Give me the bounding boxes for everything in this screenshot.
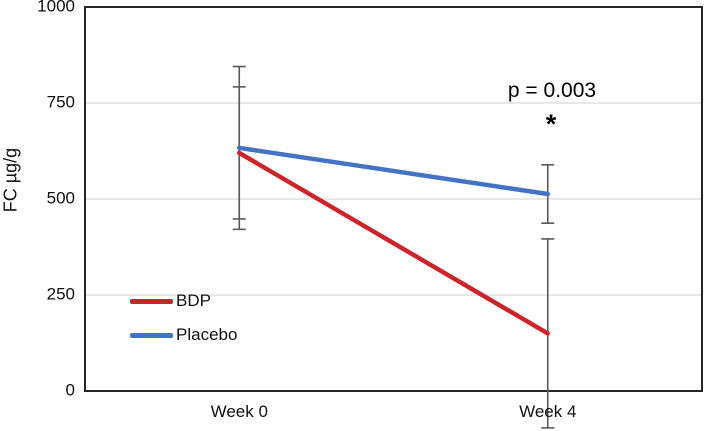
x-tick-label: Week 0 (210, 402, 268, 421)
legend-label-bdp: BDP (176, 291, 211, 310)
legend-swatch-bdp (130, 298, 173, 304)
series-line-placebo (237, 145, 550, 197)
gridlines (85, 102, 702, 296)
plot-border (84, 6, 703, 392)
legend-entry-placebo: Placebo (130, 325, 237, 345)
p-value-annotation: p = 0.003 (507, 79, 597, 102)
significance-star: * (545, 109, 557, 139)
error-bars (232, 65, 555, 429)
y-tick-label: 750 (46, 92, 75, 112)
legend-label-placebo: Placebo (176, 325, 238, 344)
series-line-bdp (237, 150, 550, 336)
legend-entry-bdp: BDP (130, 291, 237, 311)
y-axis-title: FC µg/g (0, 147, 21, 213)
legend: BDP Placebo (130, 291, 237, 359)
legend-swatch-placebo (130, 332, 173, 338)
x-tick-label: Week 4 (519, 402, 577, 421)
y-tick-label: 500 (46, 188, 75, 208)
y-tick-label: 250 (46, 284, 75, 304)
y-tick-label: 0 (65, 380, 75, 400)
y-tick-label: 1000 (37, 0, 75, 16)
